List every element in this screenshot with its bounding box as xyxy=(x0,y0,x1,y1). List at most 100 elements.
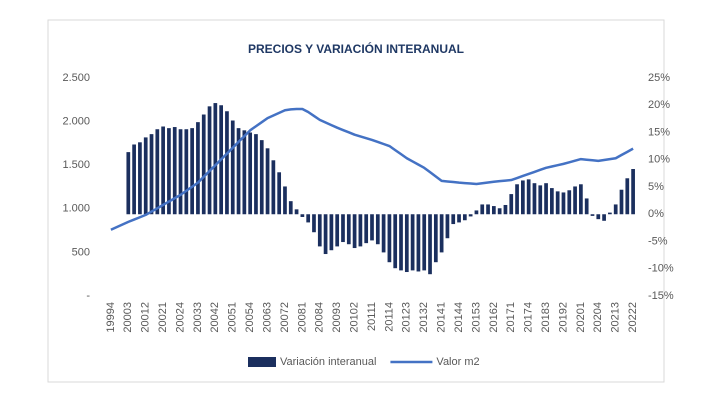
bar xyxy=(486,204,490,215)
x-tick-label: 20012 xyxy=(140,302,152,333)
bar xyxy=(335,214,340,247)
bar xyxy=(190,128,194,215)
bar xyxy=(225,111,229,215)
bar xyxy=(602,214,606,221)
x-tick-label: 20051 xyxy=(227,302,239,333)
bar xyxy=(521,180,525,215)
x-tick-label: 20081 xyxy=(296,302,308,333)
bar xyxy=(381,214,386,253)
bar xyxy=(155,129,160,215)
bar xyxy=(329,214,334,251)
bar xyxy=(410,214,415,271)
line xyxy=(110,107,634,231)
bar xyxy=(457,214,461,223)
bar xyxy=(550,188,554,215)
bar xyxy=(288,201,293,215)
x-tick-label: 20132 xyxy=(418,302,430,333)
x-tick-label: 19994 xyxy=(105,302,117,333)
x-tick-label: 20222 xyxy=(627,302,639,333)
y-tick-label: - xyxy=(86,290,90,302)
x-tick-label: 20021 xyxy=(157,302,169,333)
bar xyxy=(196,122,200,215)
x-tick-label: 20111 xyxy=(366,302,378,331)
bar xyxy=(242,130,247,215)
bar xyxy=(184,129,189,215)
x-tick-label: 20054 xyxy=(244,302,256,333)
x-tick-label: 20123 xyxy=(401,302,413,333)
bar xyxy=(172,127,177,215)
chart-title: PRECIOS Y VARIACIÓN INTERANUAL xyxy=(248,41,464,56)
bar xyxy=(579,184,583,215)
bar xyxy=(631,169,635,215)
bar xyxy=(532,183,537,215)
x-tick-label: 20042 xyxy=(209,302,221,333)
y-tick-label: 500 xyxy=(72,246,90,258)
x-tick-label: 20033 xyxy=(192,302,204,333)
y2-tick-label: -10% xyxy=(648,263,674,275)
x-tick-label: 20153 xyxy=(470,302,482,333)
x-tick-label: 20183 xyxy=(540,302,552,333)
x-tick-label: 20084 xyxy=(314,302,326,333)
bar xyxy=(143,137,148,215)
bar xyxy=(584,198,589,215)
bar xyxy=(509,194,514,215)
bar xyxy=(283,186,287,215)
bar xyxy=(207,106,212,215)
bar xyxy=(259,140,264,215)
bar xyxy=(161,126,165,215)
legend-label: Variación interanual xyxy=(280,356,376,368)
y2-tick-label: 10% xyxy=(648,154,670,166)
bar xyxy=(317,214,322,247)
bar xyxy=(404,214,409,273)
bar xyxy=(254,134,258,215)
bar xyxy=(526,179,531,215)
bar xyxy=(561,192,566,215)
bar xyxy=(126,152,131,215)
bar xyxy=(625,178,630,215)
x-tick-label: 20201 xyxy=(575,302,587,333)
bar xyxy=(439,214,444,253)
bar xyxy=(567,190,572,215)
y-tick-label: 1.500 xyxy=(62,159,90,171)
bar xyxy=(596,214,601,220)
bar xyxy=(294,209,299,215)
x-tick-label: 20204 xyxy=(592,302,604,333)
bar xyxy=(497,208,502,215)
x-tick-label: 20141 xyxy=(436,302,448,333)
x-tick-label: 20102 xyxy=(348,302,360,333)
bar xyxy=(312,214,316,233)
bar xyxy=(399,214,403,271)
bar xyxy=(416,214,421,272)
bar xyxy=(277,172,282,215)
bar xyxy=(538,185,543,215)
bar xyxy=(306,214,311,223)
bar xyxy=(451,214,456,225)
bar xyxy=(515,184,519,215)
y-tick-label: 2.000 xyxy=(62,116,90,128)
legend-label: Valor m2 xyxy=(436,356,479,368)
bar xyxy=(370,214,374,241)
bar xyxy=(265,148,270,215)
y2-tick-label: 15% xyxy=(648,126,670,138)
bar xyxy=(387,214,392,263)
bar xyxy=(480,204,485,215)
x-tick-label: 20114 xyxy=(383,302,395,332)
bar xyxy=(300,214,305,217)
x-tick-label: 20003 xyxy=(122,302,134,333)
x-tick-label: 20072 xyxy=(279,302,291,333)
bar xyxy=(608,212,612,215)
bar xyxy=(230,120,235,215)
bar xyxy=(352,214,357,249)
x-tick-label: 20192 xyxy=(557,302,569,333)
y-tick-label: 1.000 xyxy=(62,203,90,215)
bar xyxy=(323,214,328,255)
x-tick-label: 20063 xyxy=(261,302,273,333)
bar xyxy=(248,132,253,215)
bar xyxy=(544,183,548,215)
bar xyxy=(422,214,427,271)
bar xyxy=(271,160,276,215)
x-tick-label: 20174 xyxy=(523,302,535,333)
x-tick-label: 20093 xyxy=(331,302,343,333)
y2-tick-label: -5% xyxy=(648,235,668,247)
